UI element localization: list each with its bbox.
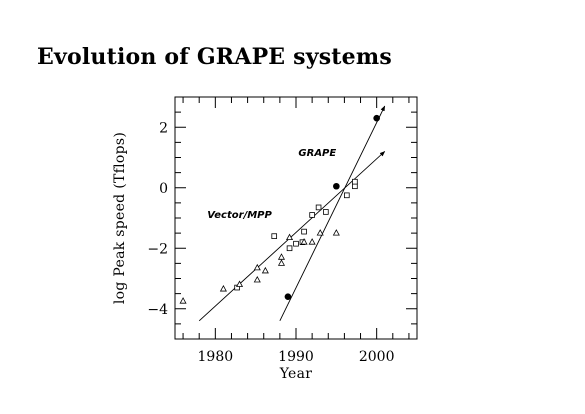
y-tick-label: 0 [159, 181, 168, 197]
y-tick-label: 2 [159, 120, 168, 136]
chart-annotation: GRAPE [298, 148, 336, 159]
data-point-triangle [235, 280, 244, 287]
x-tick-label: 2000 [359, 349, 395, 365]
data-point-triangle [219, 285, 227, 292]
chart-annotation: Vector/MPP [207, 210, 272, 221]
data-point-square [323, 209, 329, 215]
data-point-circle [373, 114, 380, 122]
y-tick-label: −2 [147, 241, 168, 257]
data-point-triangle [300, 238, 308, 245]
data-point-square [352, 178, 358, 185]
data-point-triangle [179, 297, 187, 304]
data-point-triangle [316, 229, 324, 236]
y-tick-label: −4 [147, 302, 168, 318]
trend-line [279, 105, 386, 322]
data-point-triangle [308, 238, 316, 245]
x-tick-label: 1980 [198, 349, 234, 365]
data-point-circle [284, 293, 292, 300]
data-point-square [271, 233, 278, 239]
x-axis-label: Year [279, 366, 313, 382]
data-point-square [315, 204, 322, 211]
data-point-square [344, 192, 350, 199]
data-point-circle [333, 182, 340, 190]
data-point-triangle [277, 259, 286, 266]
x-tick-label: 1990 [278, 349, 314, 365]
data-point-triangle [286, 233, 294, 241]
data-point-triangle [261, 266, 269, 274]
data-point-square [286, 245, 293, 252]
data-point-triangle [277, 253, 286, 260]
data-point-triangle [332, 229, 340, 236]
data-point-triangle [253, 275, 261, 283]
data-point-square [309, 212, 315, 218]
data-point-square [352, 183, 358, 190]
data-point-square [301, 228, 307, 235]
data-point-square [293, 240, 299, 247]
y-axis-label: log Peak speed (Tflops) [112, 132, 128, 304]
data-point-triangle [253, 263, 261, 271]
page-title: Evolution of GRAPE systems [37, 44, 392, 70]
